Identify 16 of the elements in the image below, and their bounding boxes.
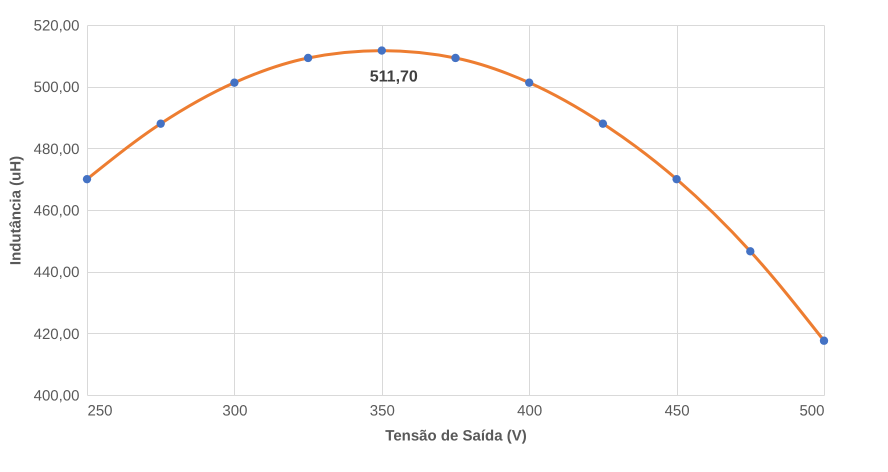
annotation: 511,70	[370, 68, 418, 86]
y-tick-label: 480,00	[34, 140, 80, 158]
x-tick-label: 450	[664, 402, 690, 420]
x-tick-label: 250	[88, 402, 113, 420]
x-tick-label: 350	[370, 402, 395, 420]
x-tick-label: 400	[517, 402, 542, 420]
y-tick-label: 400,00	[34, 388, 80, 404]
y-tick-label: 520,00	[34, 18, 80, 34]
y-tick-label: 440,00	[34, 264, 80, 282]
y-tick-label: 420,00	[34, 326, 80, 343]
x-tick-label: 500	[799, 402, 824, 420]
x-axis-title: Tensão de Saída (V)	[385, 428, 527, 444]
y-tick-label: 500,00	[34, 79, 80, 96]
y-axis-title: Indutância (uH)	[8, 156, 25, 266]
x-tick-label: 300	[222, 402, 248, 420]
y-tick-label: 460,00	[34, 202, 80, 220]
